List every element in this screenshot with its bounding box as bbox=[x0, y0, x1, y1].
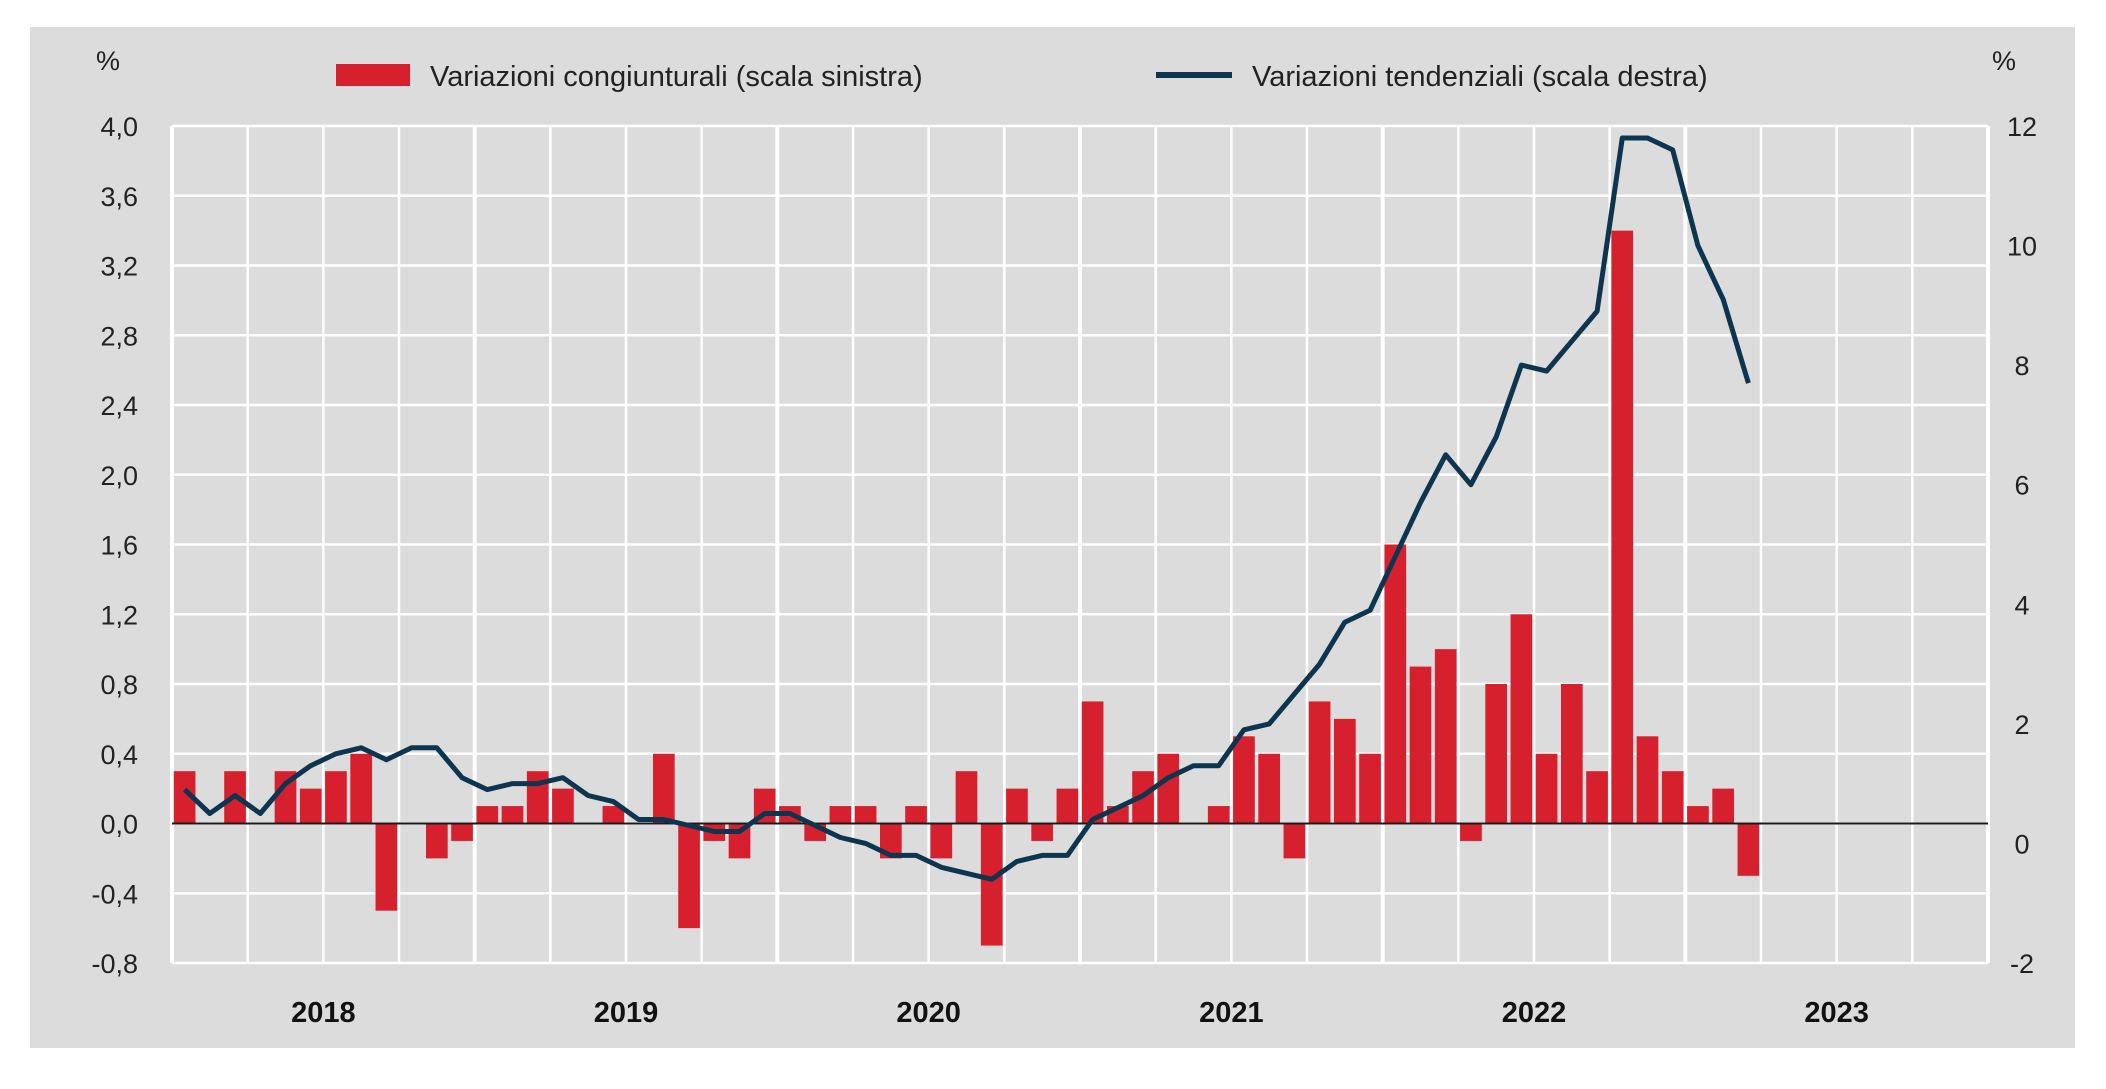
bar bbox=[451, 823, 473, 841]
bar bbox=[1687, 806, 1709, 824]
right-tick-label: 0 bbox=[2014, 829, 2029, 859]
year-label: 2019 bbox=[594, 997, 659, 1029]
x-axis-year-labels: 2018 2019 2020 2021 2022 2023 bbox=[291, 997, 1869, 1029]
bar bbox=[274, 771, 297, 824]
right-tick-label: -2 bbox=[2010, 949, 2034, 979]
right-tick-label: 6 bbox=[2014, 471, 2029, 501]
bar bbox=[425, 823, 448, 859]
bar bbox=[1712, 788, 1735, 824]
bar bbox=[1661, 771, 1684, 824]
bar bbox=[980, 823, 1003, 946]
bar bbox=[1737, 823, 1760, 876]
bar bbox=[526, 771, 549, 824]
bar bbox=[1560, 684, 1583, 824]
bar bbox=[1258, 753, 1281, 824]
bar bbox=[173, 771, 196, 824]
year-label: 2022 bbox=[1502, 997, 1567, 1029]
bar bbox=[1207, 806, 1230, 824]
right-tick-label: 4 bbox=[2014, 590, 2029, 620]
chart-background-panel bbox=[30, 27, 2075, 1048]
bar bbox=[1535, 753, 1558, 824]
bar bbox=[1510, 614, 1533, 824]
bar bbox=[1359, 753, 1381, 824]
bar bbox=[1384, 544, 1407, 824]
right-axis-unit: % bbox=[1992, 46, 2016, 76]
bar bbox=[1157, 753, 1180, 824]
left-tick-label: 2,4 bbox=[100, 391, 138, 421]
year-label: 2021 bbox=[1199, 997, 1264, 1029]
bar bbox=[1006, 788, 1028, 824]
bar bbox=[1308, 701, 1331, 824]
bar bbox=[299, 788, 322, 824]
bar bbox=[1611, 230, 1634, 824]
bar bbox=[325, 771, 347, 824]
bar bbox=[1283, 823, 1306, 859]
bar bbox=[930, 823, 953, 859]
right-tick-label: 8 bbox=[2014, 351, 2029, 381]
left-tick-label: 3,2 bbox=[100, 252, 138, 282]
bar bbox=[829, 806, 852, 824]
bar bbox=[1460, 823, 1482, 841]
bar bbox=[1409, 666, 1432, 824]
left-axis-unit: % bbox=[96, 46, 120, 76]
left-tick-label: 2,0 bbox=[100, 461, 138, 491]
right-tick-label: 10 bbox=[2007, 232, 2037, 262]
left-tick-label: 0,0 bbox=[100, 810, 138, 840]
bar bbox=[1434, 649, 1457, 824]
left-tick-label: 4,0 bbox=[100, 112, 138, 142]
legend-bar-label: Variazioni congiunturali (scala sinistra… bbox=[430, 61, 923, 93]
year-label: 2018 bbox=[291, 997, 356, 1029]
bar bbox=[854, 806, 877, 824]
legend: Variazioni congiunturali (scala sinistra… bbox=[336, 61, 1708, 93]
year-label: 2020 bbox=[896, 997, 961, 1029]
bar bbox=[1056, 788, 1079, 824]
bar bbox=[1485, 684, 1508, 824]
bar bbox=[955, 771, 978, 824]
bar bbox=[375, 823, 398, 911]
left-tick-label: 2,8 bbox=[100, 321, 138, 351]
bar bbox=[602, 806, 625, 824]
right-tick-label: 2 bbox=[2014, 710, 2029, 740]
bar bbox=[501, 806, 524, 824]
left-tick-label: -0,8 bbox=[91, 949, 138, 979]
bar bbox=[652, 753, 675, 824]
right-axis-ticks: 12 10 8 6 4 2 0 -2 bbox=[2007, 112, 2037, 979]
left-tick-label: 3,6 bbox=[100, 182, 138, 212]
right-tick-label: 12 bbox=[2007, 112, 2037, 142]
legend-line-label: Variazioni tendenziali (scala destra) bbox=[1252, 61, 1708, 93]
left-tick-label: -0,4 bbox=[91, 879, 138, 909]
bar bbox=[1081, 701, 1104, 824]
line-series bbox=[182, 135, 1751, 882]
left-tick-label: 0,4 bbox=[100, 740, 138, 770]
left-tick-label: 1,2 bbox=[100, 600, 138, 630]
bar bbox=[879, 823, 902, 859]
bar bbox=[350, 753, 373, 824]
bar bbox=[1586, 771, 1608, 824]
left-tick-label: 1,6 bbox=[100, 531, 138, 561]
bar bbox=[1031, 823, 1054, 841]
bar bbox=[905, 806, 927, 824]
bar bbox=[1233, 736, 1255, 824]
left-axis-ticks: 4,0 3,6 3,2 2,8 2,4 2,0 1,6 1,2 0,8 0,4 0,0 -0,4 -0,… bbox=[91, 112, 138, 979]
bar bbox=[1636, 736, 1659, 824]
legend-bar-swatch bbox=[336, 64, 410, 86]
bar bbox=[678, 823, 700, 929]
bar bbox=[552, 788, 574, 824]
bar bbox=[1333, 718, 1356, 824]
bar bbox=[476, 806, 499, 824]
left-tick-label: 0,8 bbox=[100, 670, 138, 700]
year-label: 2023 bbox=[1804, 997, 1869, 1029]
